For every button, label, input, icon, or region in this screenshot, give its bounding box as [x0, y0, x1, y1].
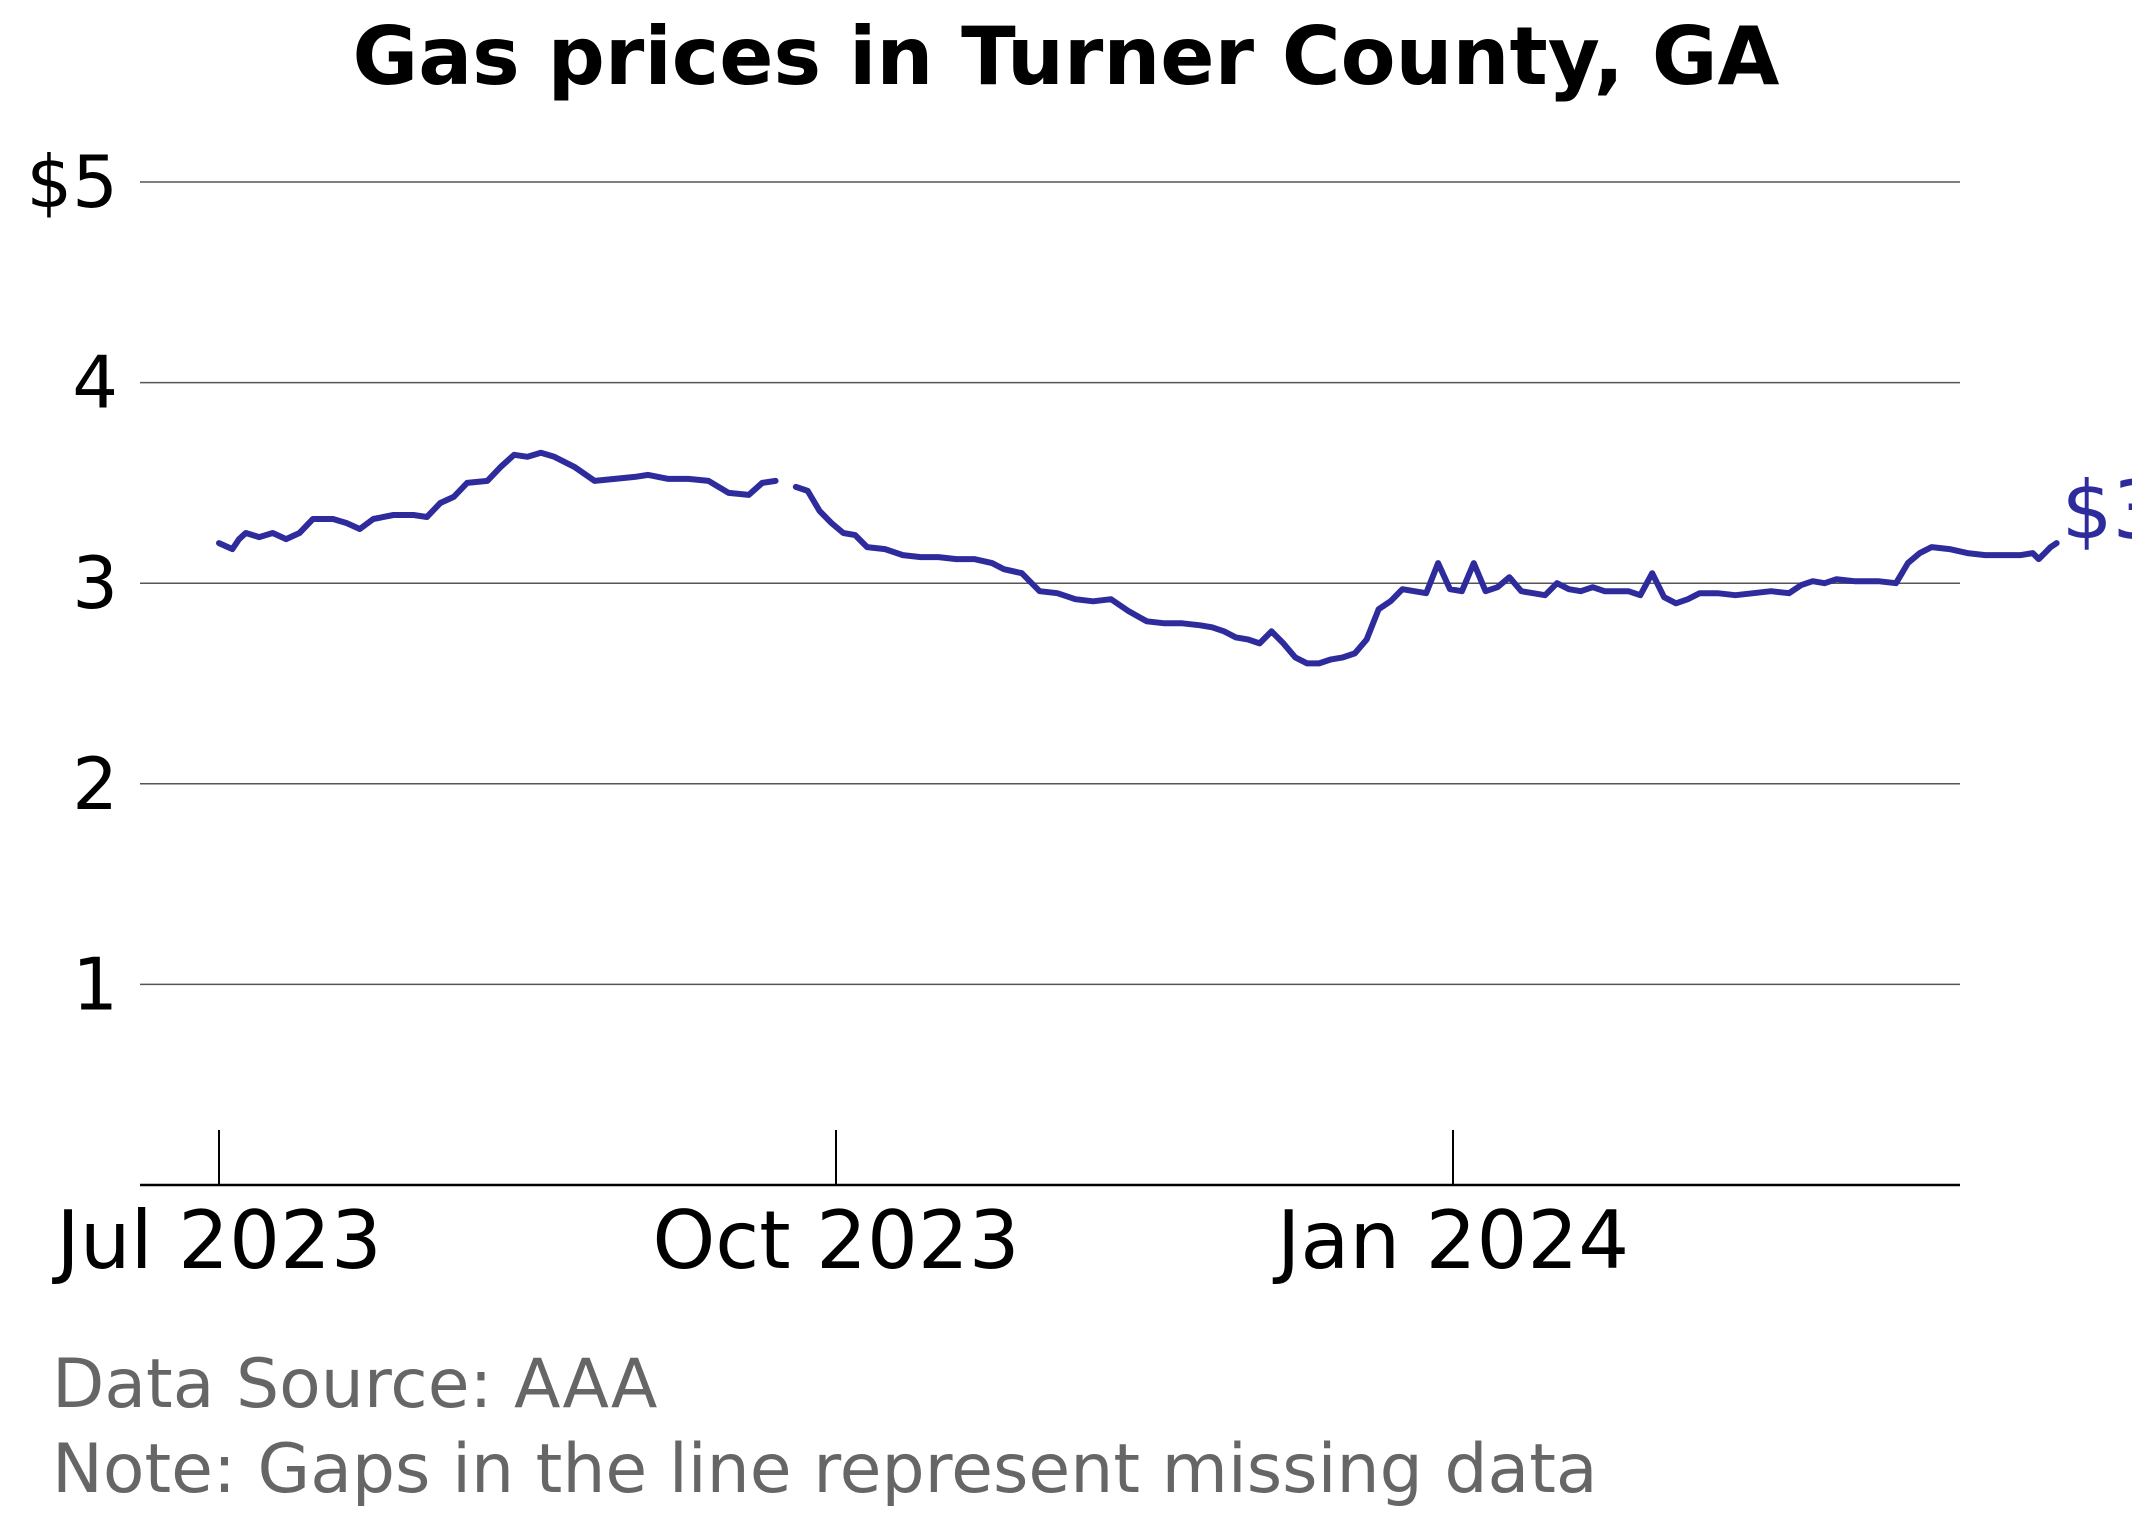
y-tick-label: 3	[72, 541, 118, 625]
y-tick-label: 2	[72, 742, 118, 826]
y-tick-label: 4	[72, 341, 118, 425]
missing-data-note: Note: Gaps in the line represent missing…	[52, 1430, 1598, 1509]
x-tick-label: Jan 2024	[1272, 1194, 1629, 1287]
end-value-label: $3.20	[2062, 464, 2132, 557]
price-line-segment	[792, 483, 2060, 667]
x-tick-label: Oct 2023	[652, 1194, 1019, 1287]
data-source-note: Data Source: AAA	[52, 1345, 658, 1424]
x-tick-label: Jul 2023	[51, 1194, 382, 1287]
chart-title: Gas prices in Turner County, GA	[352, 10, 1780, 103]
y-tick-label: $5	[26, 140, 118, 224]
price-line-segment	[216, 449, 779, 553]
y-tick-label: 1	[72, 942, 118, 1026]
